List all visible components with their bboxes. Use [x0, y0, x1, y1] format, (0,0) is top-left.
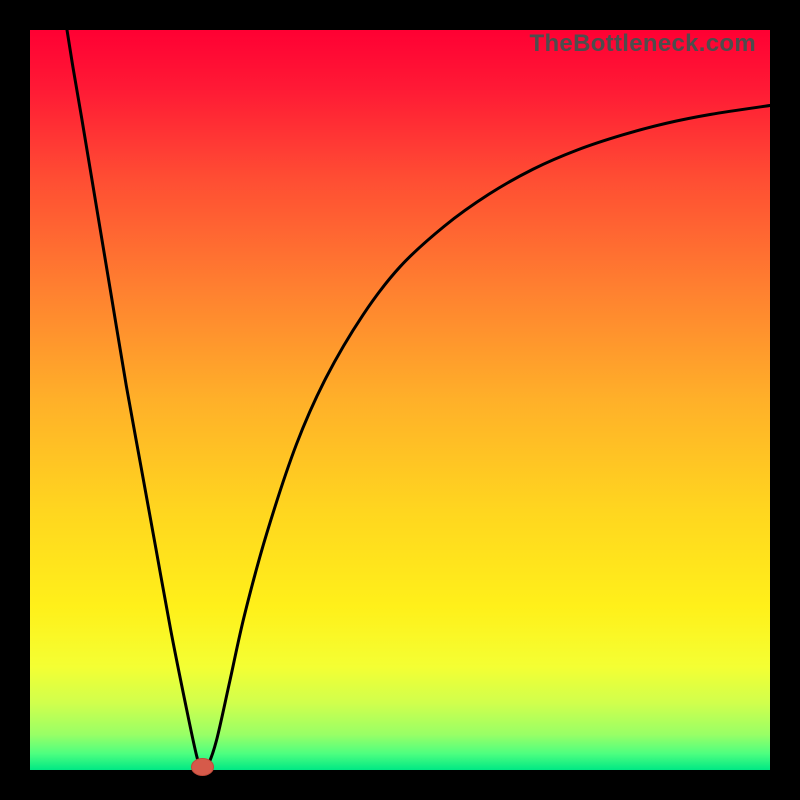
- bottleneck-curve: [30, 30, 770, 770]
- watermark-text: TheBottleneck.com: [530, 30, 756, 58]
- optimal-point-marker: [191, 758, 215, 776]
- plot-area: [30, 30, 770, 770]
- chart-frame: TheBottleneck.com: [0, 0, 800, 800]
